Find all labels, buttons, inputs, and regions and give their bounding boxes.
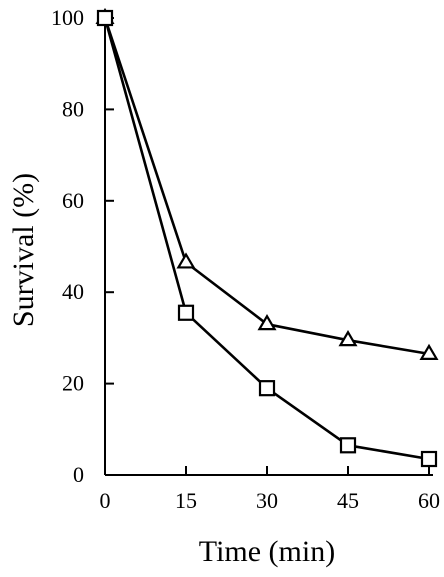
triangle-marker	[419, 343, 439, 360]
y-tick-label: 60	[62, 188, 84, 213]
data-series	[95, 7, 439, 468]
square-marker	[177, 304, 195, 321]
x-tick-label: 60	[418, 488, 440, 513]
series-square	[96, 9, 438, 468]
x-axis-title: Time (min)	[199, 535, 335, 568]
x-tick-label: 30	[256, 488, 278, 513]
triangle-marker	[176, 252, 196, 269]
triangle-marker	[338, 330, 358, 347]
triangle-marker	[257, 314, 277, 331]
x-tick-label: 15	[175, 488, 197, 513]
square-marker	[420, 450, 438, 468]
y-axis-title: Survival (%)	[7, 173, 40, 327]
y-tick-label: 100	[51, 5, 84, 30]
y-tick-label: 40	[62, 279, 84, 304]
series-line	[103, 17, 430, 356]
tick-labels: 0 20 40 60 80 100 0 15 30 45 60	[51, 5, 440, 513]
x-tick-label: 45	[337, 488, 359, 513]
axes	[104, 14, 433, 476]
y-tick-label: 0	[73, 462, 84, 487]
tick-marks	[104, 17, 430, 476]
y-tick-label: 20	[62, 371, 84, 396]
square-marker	[96, 9, 114, 27]
y-tick-label: 80	[62, 96, 84, 121]
x-tick-label: 0	[100, 488, 111, 513]
square-marker	[339, 437, 357, 454]
square-marker	[258, 380, 276, 397]
series-triangle	[95, 7, 439, 360]
